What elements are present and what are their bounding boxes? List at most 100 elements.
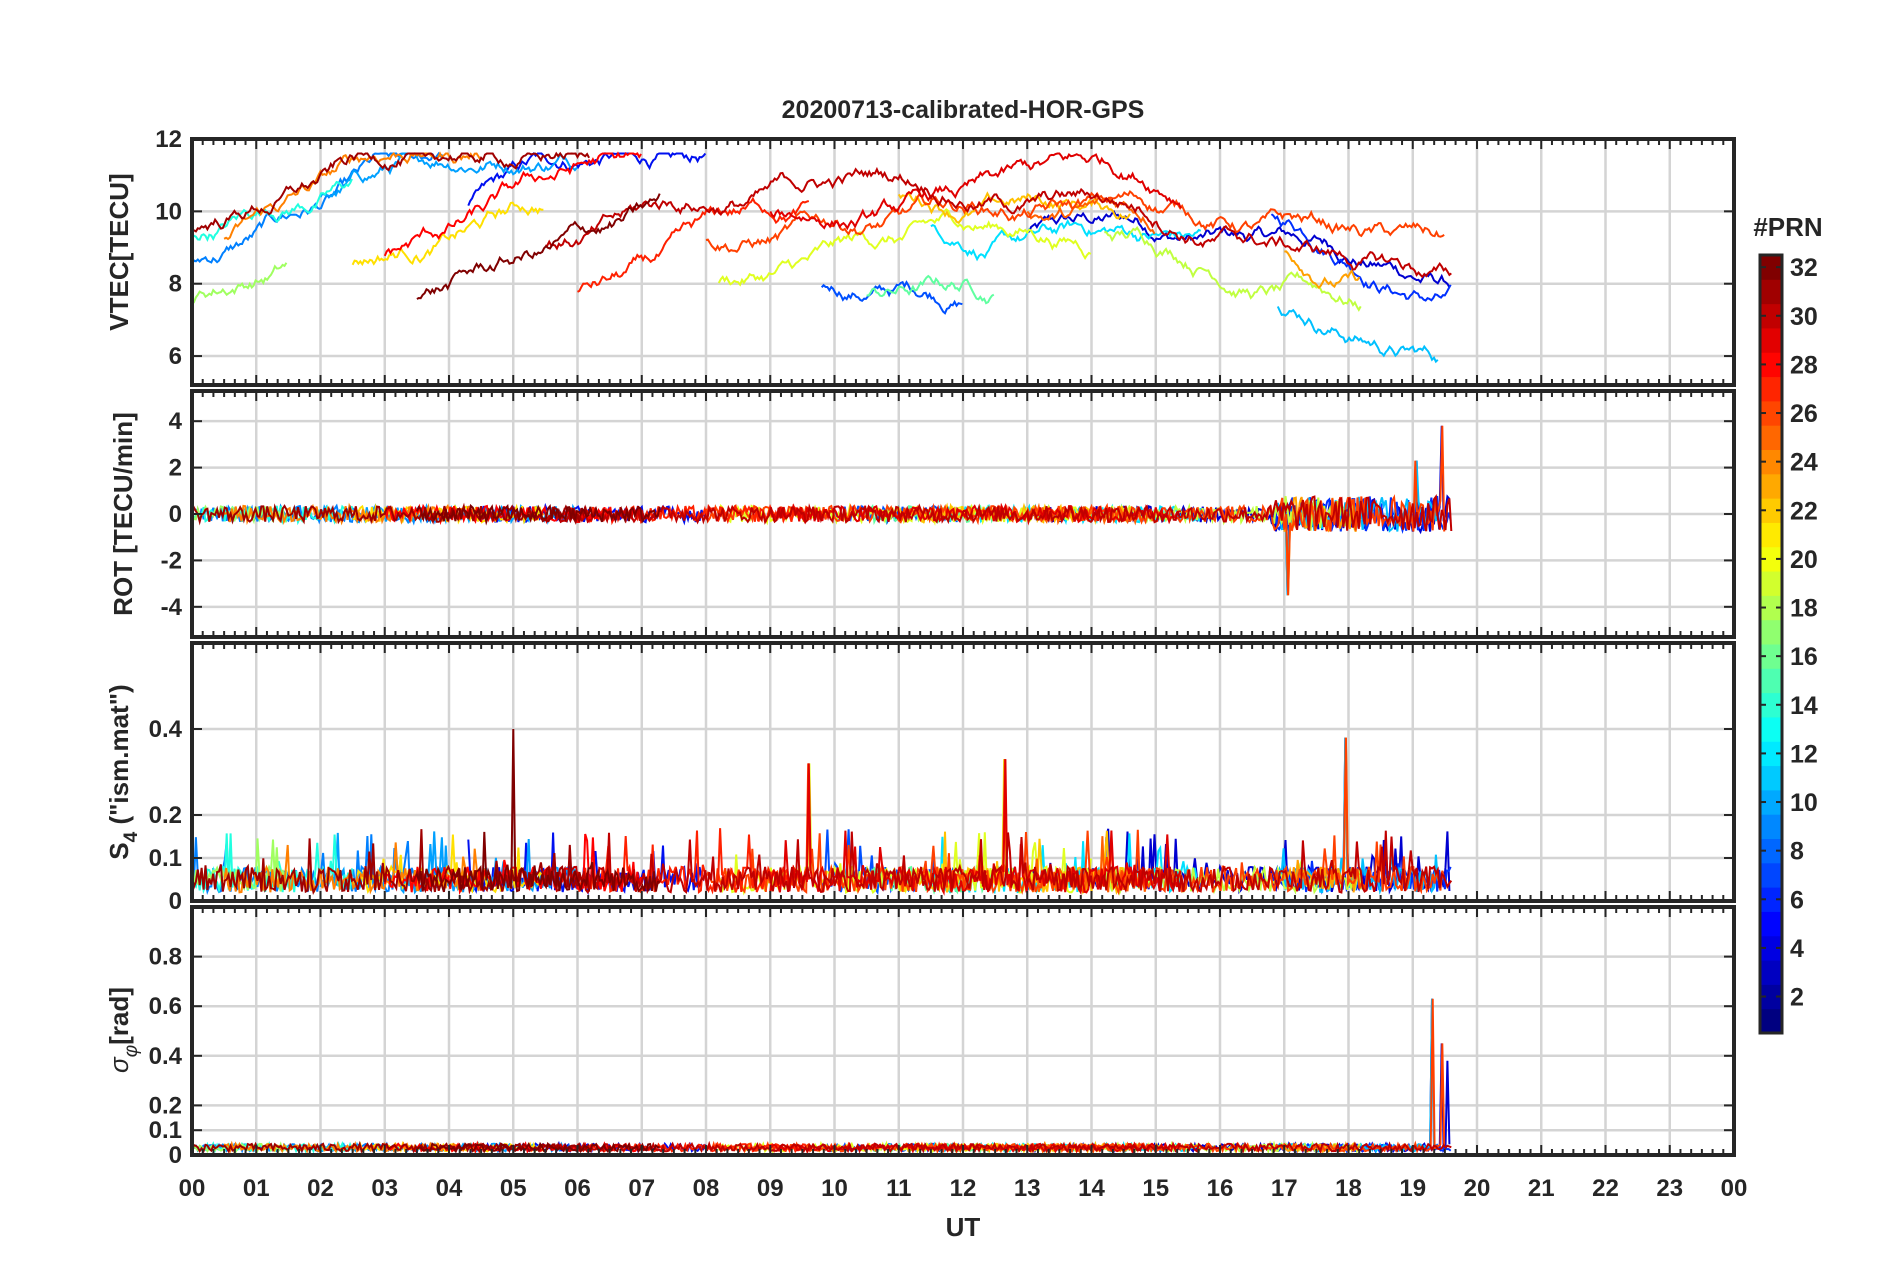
x-tick-label: 02	[307, 1175, 334, 1202]
series-prn-23	[1284, 250, 1361, 290]
s4-y-tick-label: 0.4	[149, 716, 183, 743]
colorbar-segment	[1760, 400, 1782, 426]
colorbar-tick-label: 14	[1790, 692, 1818, 720]
vtec-series	[192, 151, 1452, 364]
series-prn-29	[769, 152, 1182, 231]
colorbar-segment	[1760, 644, 1782, 669]
colorbar-segment	[1760, 571, 1782, 596]
colorbar-tick-label: 24	[1790, 449, 1818, 477]
series-prn-21	[351, 201, 544, 267]
colorbar-tick-label: 2	[1790, 984, 1804, 1012]
series-prn-5	[1270, 213, 1452, 302]
series-prn-10	[319, 152, 578, 198]
series-prn-29	[769, 502, 1182, 526]
x-tick-label: 10	[821, 1175, 848, 1202]
series-prn-30	[545, 166, 1452, 279]
x-tick-label: 08	[693, 1175, 720, 1202]
x-axis-label: UT	[946, 1212, 981, 1242]
series-prn-15	[866, 274, 995, 305]
s4-y-tick-label: 0.2	[149, 802, 182, 829]
colorbar-segment	[1760, 376, 1782, 402]
series-prn-31	[192, 151, 590, 233]
sigma_phi-y-tick-label: 0.2	[149, 1092, 182, 1119]
colorbar-tick-label: 6	[1790, 886, 1804, 914]
sigma_phi-y-tick-label: 0.6	[149, 993, 182, 1020]
x-tick-label: 07	[628, 1175, 655, 1202]
colorbar-segment	[1760, 984, 1782, 1010]
colorbar-segment	[1760, 473, 1782, 499]
rot-y-tick-label: -4	[161, 594, 183, 621]
series-prn-17	[192, 262, 288, 304]
x-tick-label: 19	[1399, 1175, 1426, 1202]
colorbar-segment	[1760, 911, 1782, 937]
vtec-y-tick-label: 10	[155, 198, 182, 225]
colorbar-tick-label: 32	[1790, 254, 1818, 282]
series-prn-11	[1276, 306, 1439, 364]
series-prn-3	[467, 151, 707, 206]
colorbar-tick-label: 26	[1790, 400, 1818, 428]
colorbar-tick-label: 16	[1790, 643, 1818, 671]
x-tick-label: 20	[1464, 1175, 1491, 1202]
rot-y-tick-label: 4	[169, 408, 183, 435]
colorbar-segment	[1760, 279, 1782, 305]
s4-y-tick-label: 0.1	[149, 845, 182, 872]
rot-y-axis-label: ROT [TECU/min]	[108, 412, 138, 616]
x-tick-label: 14	[1078, 1175, 1105, 1202]
colorbar-segment	[1760, 862, 1782, 888]
x-tick-label: 12	[950, 1175, 977, 1202]
panel-s4: 0 0.1 0.2 0.4 S4 ("ism.mat")	[104, 641, 1736, 915]
sigma_phi-y-tick-label: 0	[169, 1142, 182, 1169]
colorbar-tick-label: 18	[1790, 595, 1818, 623]
series-prn-27	[577, 196, 810, 293]
s4-y-axis-label: S4 ("ism.mat")	[104, 684, 142, 859]
colorbar-tick-label: 4	[1790, 935, 1804, 963]
sigma_phi-y-tick-label: 0.4	[149, 1043, 183, 1070]
series-prn-32	[416, 1141, 660, 1154]
colorbar-segment	[1760, 303, 1782, 329]
colorbar-segment	[1760, 255, 1782, 280]
vtec-y-axis-label: VTEC[TECU]	[104, 173, 134, 330]
series-prn-30	[544, 830, 1453, 895]
chart-title: 20200713-calibrated-HOR-GPS	[782, 96, 1145, 124]
series-prn-22	[897, 190, 1131, 224]
panel-vtec: 6 8 10 12 VTEC[TECU]	[104, 126, 1736, 387]
series-prn-32	[415, 503, 661, 526]
s4-series	[192, 728, 1453, 896]
colorbar-segment	[1760, 692, 1782, 718]
x-tick-label: 18	[1335, 1175, 1362, 1202]
colorbar-segment	[1760, 887, 1782, 912]
x-tick-label: 06	[564, 1175, 591, 1202]
x-tick-label: 03	[371, 1175, 398, 1202]
colorbar-segment	[1760, 1008, 1782, 1034]
colorbar-segment	[1760, 425, 1782, 450]
colorbar-tick-label: 22	[1790, 497, 1818, 525]
colorbar-segment	[1760, 352, 1782, 378]
x-tick-label: 17	[1271, 1175, 1298, 1202]
series-prn-32	[416, 193, 661, 300]
series-prn-2	[1026, 210, 1451, 288]
x-tick-label: 00	[1721, 1175, 1748, 1202]
vtec-y-tick-label: 6	[169, 343, 182, 370]
rot-series	[192, 425, 1453, 596]
colorbar-tick-label: 20	[1790, 546, 1818, 574]
sigma_phi-y-axis-label: σφ[rad]	[104, 987, 142, 1073]
colorbar-segment	[1760, 960, 1782, 985]
colorbar-segment	[1760, 449, 1782, 475]
sigma_phi-y-tick-label: 0.1	[149, 1117, 182, 1144]
colorbar-segment	[1760, 522, 1782, 548]
colorbar-tick-label: 10	[1790, 789, 1818, 817]
colorbar-segment	[1760, 619, 1782, 645]
x-tick-label: 09	[757, 1175, 784, 1202]
colorbar-segment	[1760, 716, 1782, 742]
colorbar-tick-label: 8	[1790, 838, 1804, 866]
series-prn-25	[1026, 195, 1156, 235]
series-prn-28	[383, 151, 642, 257]
x-tick-label: 22	[1592, 1175, 1619, 1202]
x-tick-label: 13	[1014, 1175, 1041, 1202]
sigma_phi-y-tick-label: 0.8	[149, 944, 182, 971]
x-tick-label: 01	[243, 1175, 270, 1202]
rot-y-tick-label: 2	[169, 455, 182, 482]
rot-y-tick-label: -2	[161, 547, 182, 574]
